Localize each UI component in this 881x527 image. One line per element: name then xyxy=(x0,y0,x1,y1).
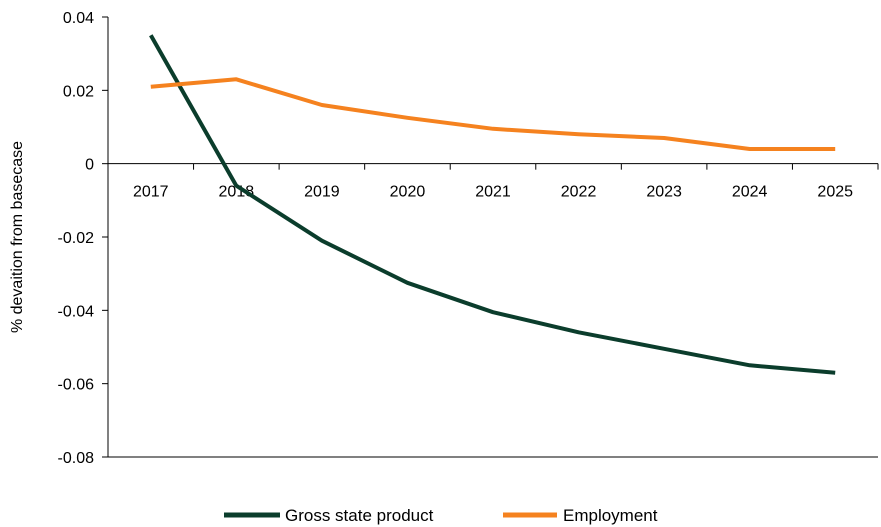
y-tick-label: -0.08 xyxy=(58,450,95,467)
x-tick-label: 2017 xyxy=(133,184,169,201)
x-tick-label: 2024 xyxy=(732,184,768,201)
y-tick-label: -0.02 xyxy=(58,230,95,247)
y-tick-label: 0 xyxy=(85,157,94,174)
x-tick-label: 2018 xyxy=(219,184,255,201)
legend-label: Employment xyxy=(563,506,658,525)
x-tick-label: 2022 xyxy=(561,184,597,201)
series-line-employment xyxy=(150,77,836,151)
y-tick-label: -0.06 xyxy=(58,377,95,394)
legend-label: Gross state product xyxy=(285,506,434,525)
y-tick-label: -0.04 xyxy=(58,303,95,320)
x-tick-label: 2021 xyxy=(475,184,511,201)
x-tick-label: 2020 xyxy=(390,184,426,201)
y-tick-label: 0.04 xyxy=(63,10,94,27)
x-tick-label: 2023 xyxy=(646,184,682,201)
series-line-gross-state-product xyxy=(149,34,836,375)
legend: Gross state product Employment xyxy=(224,506,658,525)
y-tick-label: 0.02 xyxy=(63,83,94,100)
y-axis-label: % devaition from basecase xyxy=(9,141,26,333)
x-tick-label: 2019 xyxy=(304,184,340,201)
x-tick-label: 2025 xyxy=(817,184,853,201)
